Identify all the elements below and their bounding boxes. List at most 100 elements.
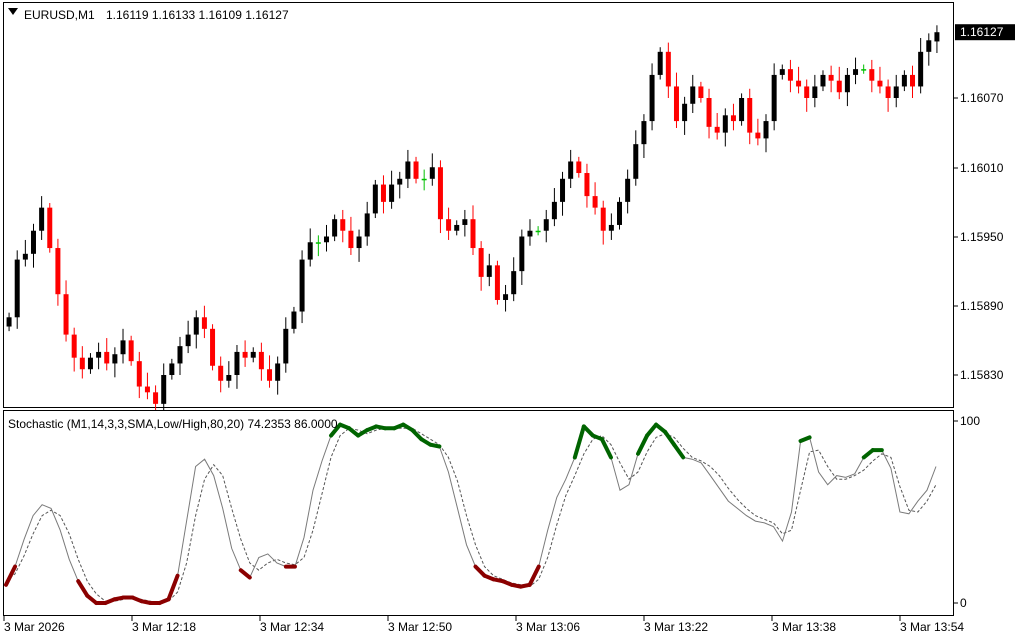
candle [446, 207, 452, 240]
candle [722, 108, 728, 147]
candle [934, 25, 940, 53]
candle [120, 328, 126, 364]
candle [901, 70, 907, 92]
time-tick-label: 3 Mar 2026 [4, 620, 65, 634]
candle [299, 250, 305, 324]
candle [372, 179, 378, 219]
candle [201, 305, 207, 339]
stochastic-plot [4, 422, 937, 605]
oversold-segment [527, 564, 541, 587]
candle [486, 253, 492, 287]
candle [242, 340, 248, 367]
candle [853, 57, 859, 85]
candle [584, 163, 590, 208]
candle [820, 70, 826, 92]
candle [161, 363, 167, 414]
candle [755, 118, 761, 146]
candle [747, 88, 753, 145]
overbought-segment [428, 442, 442, 449]
candle [429, 153, 435, 186]
candle [633, 130, 639, 186]
price-tick-label: 1.15890 [960, 299, 1004, 313]
candle [340, 209, 346, 243]
candle [698, 81, 704, 103]
candle [30, 223, 36, 268]
price-panel[interactable] [3, 2, 954, 408]
overbought-segment [581, 424, 595, 438]
candle [739, 93, 745, 126]
candle [87, 353, 93, 374]
oversold-segment [238, 568, 252, 580]
symbol-label: EURUSD,M1 [24, 8, 95, 22]
candle [714, 113, 720, 140]
candle [63, 280, 69, 342]
candle [283, 317, 289, 373]
candle [226, 361, 232, 388]
candle [869, 59, 875, 93]
price-tick-label: 1.16010 [960, 161, 1004, 175]
candle [454, 220, 460, 236]
candle [730, 103, 736, 131]
candle [291, 306, 297, 334]
candle [519, 229, 525, 285]
candle [560, 171, 566, 216]
candle [413, 156, 419, 184]
candle [690, 74, 696, 114]
overbought-segment [329, 422, 343, 438]
candle [421, 169, 427, 191]
candle [470, 205, 476, 255]
candle [527, 219, 533, 246]
oversold-segment [76, 579, 90, 598]
candle [551, 188, 557, 227]
candle [804, 79, 810, 112]
overbought-segment [410, 428, 424, 442]
candle [275, 356, 281, 395]
candle [177, 336, 183, 375]
candle [828, 65, 834, 93]
candle [918, 37, 924, 94]
candle [437, 160, 443, 234]
candle [185, 320, 191, 354]
overbought-segment [672, 442, 686, 460]
overbought-segment [636, 433, 650, 456]
candle [71, 327, 77, 372]
dropdown-triangle-icon[interactable] [8, 8, 18, 15]
candle [389, 170, 395, 209]
candle [836, 66, 842, 100]
overbought-segment [645, 422, 659, 438]
stochastic-tick-0: 0 [960, 596, 967, 610]
candle [364, 201, 370, 246]
candle [55, 238, 61, 306]
candle [861, 64, 867, 74]
candle [267, 355, 273, 388]
oversold-segment [4, 564, 18, 587]
candle [657, 47, 663, 80]
overbought-segment [599, 437, 613, 460]
candle [511, 257, 517, 302]
candle [79, 346, 85, 379]
candle [234, 344, 240, 389]
price-plot [6, 25, 940, 418]
candle [535, 226, 541, 236]
candle [796, 66, 802, 94]
candle [405, 149, 411, 189]
price-tick-label: 1.15830 [960, 368, 1004, 382]
candle [877, 66, 883, 94]
candle [885, 79, 891, 112]
candle [218, 356, 224, 393]
candle [576, 156, 582, 178]
candle [307, 228, 313, 267]
candle [112, 347, 118, 378]
candle [14, 250, 20, 329]
stochastic-label: Stochastic (M1,14,3,3,SMA,Low/High,80,20… [8, 417, 338, 431]
candle [503, 284, 509, 312]
candle [169, 358, 175, 380]
candle [617, 197, 623, 230]
candle [608, 213, 614, 240]
time-axis: 3 Mar 2026 3 Mar 12:18 3 Mar 12:34 3 Mar… [3, 616, 964, 634]
candle [812, 74, 818, 108]
candle [315, 235, 321, 257]
candle [649, 63, 655, 131]
oversold-segment [473, 564, 487, 578]
